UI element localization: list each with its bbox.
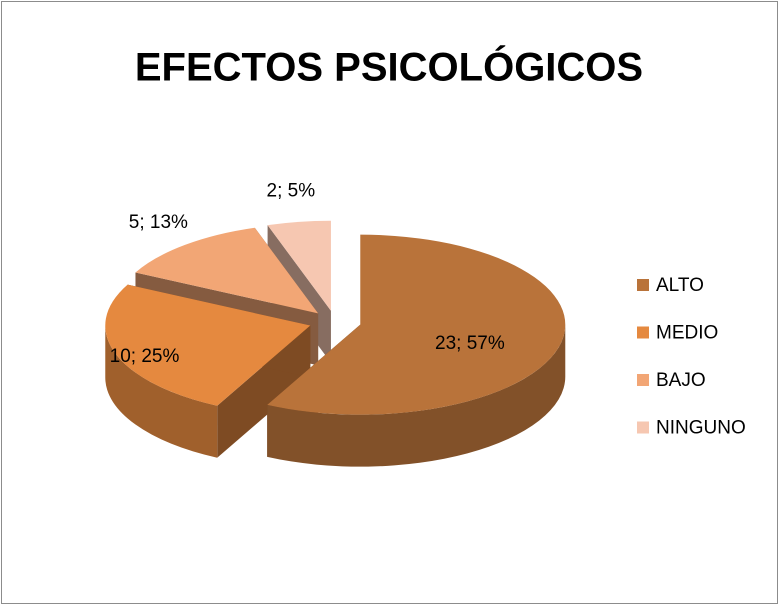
chart-title: EFECTOS PSICOLÓGICOS <box>135 44 643 90</box>
legend-label: BAJO <box>656 370 706 391</box>
legend-label: MEDIO <box>656 323 718 344</box>
slice <box>267 234 566 415</box>
slice-side <box>267 324 566 467</box>
legend-label: ALTO <box>656 275 704 296</box>
slice <box>135 227 319 314</box>
slice-side <box>105 325 218 458</box>
legend-swatch <box>637 279 649 291</box>
data-label: 2; 5% <box>267 181 316 202</box>
legend-swatch <box>637 326 649 339</box>
legend-swatch <box>637 374 649 386</box>
slice <box>105 284 311 406</box>
data-label: 23; 57% <box>435 333 505 354</box>
data-label: 5; 13% <box>129 212 188 233</box>
legend-label: NINGUNO <box>656 418 746 439</box>
slice <box>267 220 331 311</box>
data-label: 10; 25% <box>110 346 180 367</box>
legend-swatch <box>637 421 649 434</box>
